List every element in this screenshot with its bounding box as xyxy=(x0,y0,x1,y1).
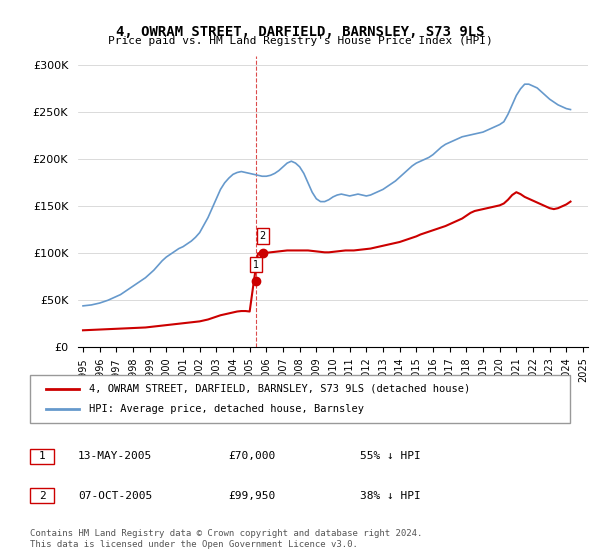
Text: 1: 1 xyxy=(253,259,259,269)
Text: 4, OWRAM STREET, DARFIELD, BARNSLEY, S73 9LS: 4, OWRAM STREET, DARFIELD, BARNSLEY, S73… xyxy=(116,25,484,39)
Text: 13-MAY-2005: 13-MAY-2005 xyxy=(78,451,152,461)
Text: 2: 2 xyxy=(260,231,266,241)
Text: 07-OCT-2005: 07-OCT-2005 xyxy=(78,491,152,501)
Text: 4, OWRAM STREET, DARFIELD, BARNSLEY, S73 9LS (detached house): 4, OWRAM STREET, DARFIELD, BARNSLEY, S73… xyxy=(89,384,470,394)
Text: 2: 2 xyxy=(38,491,46,501)
Text: HPI: Average price, detached house, Barnsley: HPI: Average price, detached house, Barn… xyxy=(89,404,364,414)
Text: 38% ↓ HPI: 38% ↓ HPI xyxy=(360,491,421,501)
Text: £99,950: £99,950 xyxy=(228,491,275,501)
FancyBboxPatch shape xyxy=(30,375,570,423)
Text: Contains HM Land Registry data © Crown copyright and database right 2024.
This d: Contains HM Land Registry data © Crown c… xyxy=(30,529,422,549)
Text: 1: 1 xyxy=(38,451,46,461)
Text: 55% ↓ HPI: 55% ↓ HPI xyxy=(360,451,421,461)
Text: £70,000: £70,000 xyxy=(228,451,275,461)
Text: Price paid vs. HM Land Registry's House Price Index (HPI): Price paid vs. HM Land Registry's House … xyxy=(107,36,493,46)
